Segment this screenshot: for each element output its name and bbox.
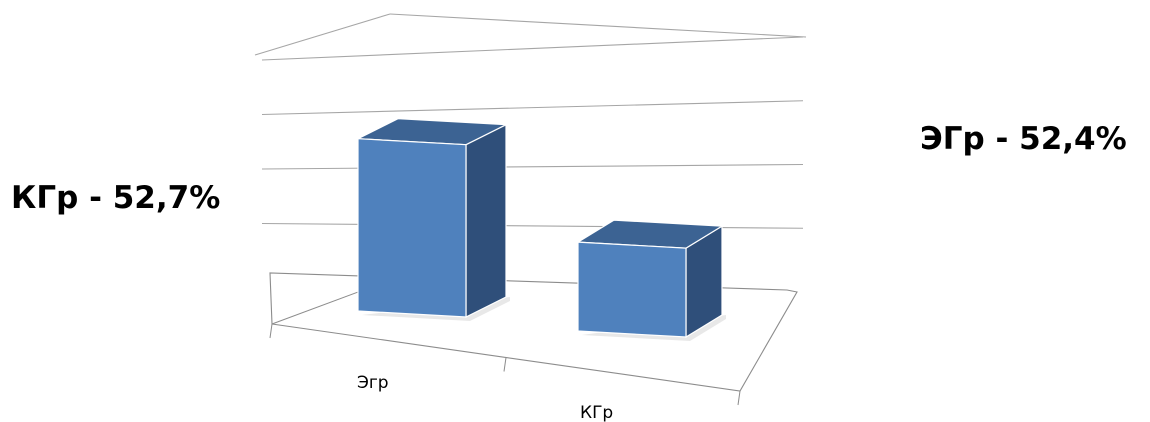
- grid-lines: [254, 13, 807, 229]
- axis-tick: [503, 357, 507, 372]
- axis-tick: [269, 323, 273, 339]
- bars: [355, 118, 726, 341]
- bar: [355, 118, 510, 321]
- bar-front-face: [357, 138, 467, 318]
- floor-outline: [269, 272, 798, 392]
- category-label: Эгр: [357, 373, 389, 393]
- bar-side-face: [465, 123, 507, 318]
- axis-tick: [737, 390, 741, 406]
- gridline: [261, 100, 804, 116]
- bar-front-face: [577, 241, 687, 338]
- gridline: [389, 13, 807, 38]
- annotation-left: КГр - 52,7%: [11, 180, 221, 216]
- gridline: [254, 13, 391, 56]
- gridline: [261, 163, 804, 170]
- annotation-right: ЭГр - 52,4%: [920, 121, 1127, 157]
- category-labels: Эгр КГр: [357, 373, 613, 422]
- gridline: [261, 36, 804, 61]
- category-label: КГр: [580, 403, 613, 422]
- bar: [576, 219, 726, 341]
